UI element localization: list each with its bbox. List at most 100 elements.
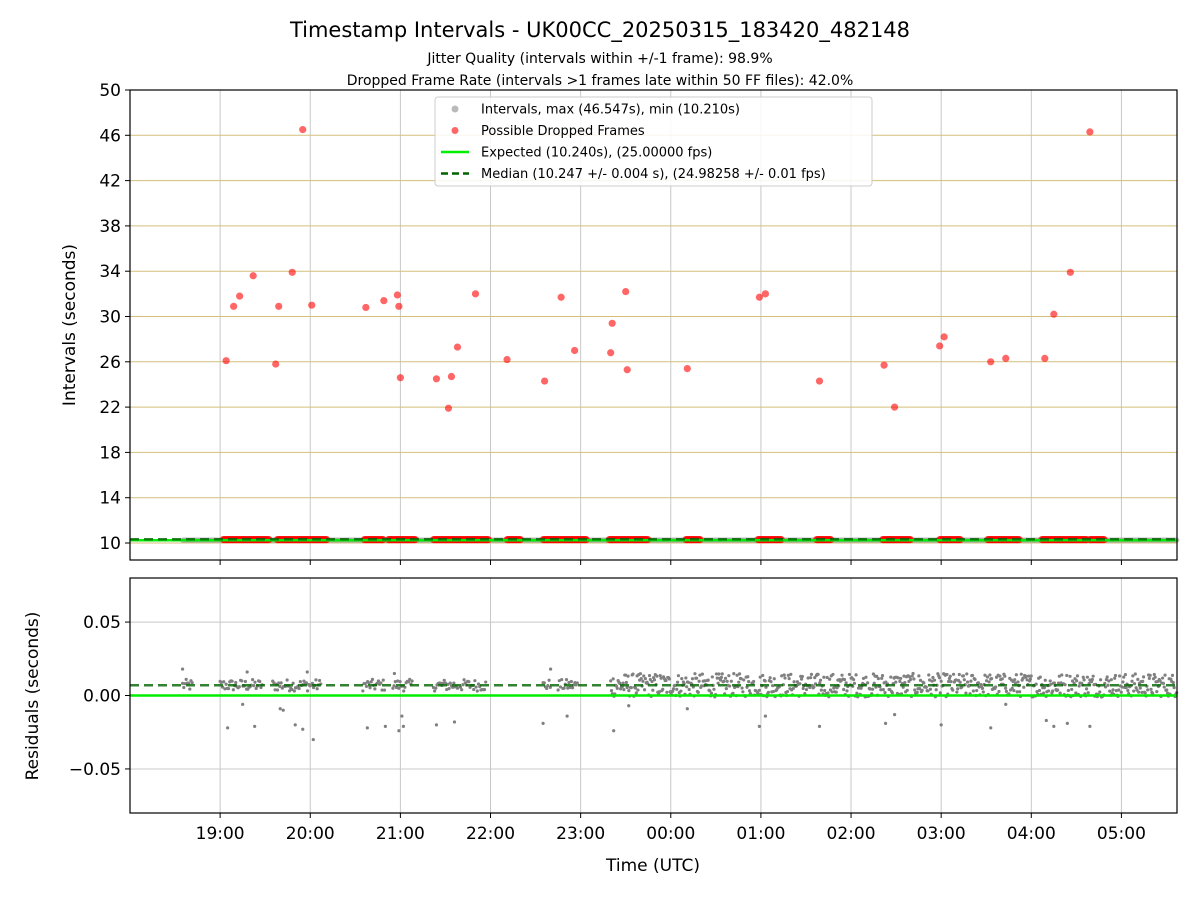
residual-point bbox=[880, 676, 884, 680]
residual-point bbox=[889, 675, 893, 679]
dropped-frame-point bbox=[755, 293, 764, 301]
y-tick-label-top: 18 bbox=[99, 443, 121, 463]
residual-point bbox=[1133, 672, 1137, 676]
residual-point bbox=[1140, 690, 1144, 695]
residual-point bbox=[484, 680, 488, 684]
residual-point bbox=[951, 688, 955, 692]
residual-point bbox=[1132, 682, 1137, 686]
x-tick-label: 20:00 bbox=[286, 824, 335, 844]
residual-point bbox=[808, 685, 812, 690]
residual-point bbox=[476, 682, 481, 686]
residual-point bbox=[913, 688, 917, 692]
y-tick-label-top: 46 bbox=[99, 126, 121, 146]
residual-point bbox=[1012, 688, 1016, 693]
x-tick-label: 03:00 bbox=[917, 824, 966, 844]
residual-point bbox=[1122, 675, 1126, 679]
residual-point bbox=[226, 687, 231, 691]
legend-label: Expected (10.240s), (25.00000 fps) bbox=[481, 146, 712, 161]
residual-point bbox=[939, 679, 943, 683]
residual-point bbox=[1131, 674, 1135, 678]
legend-label: Intervals, max (46.547s), min (10.210s) bbox=[481, 103, 740, 118]
dropped-frame-point bbox=[890, 403, 899, 411]
residual-point bbox=[629, 685, 633, 690]
residual-point bbox=[475, 689, 479, 693]
residual-point bbox=[253, 724, 257, 728]
residual-point bbox=[1147, 676, 1151, 681]
residual-point bbox=[949, 679, 953, 684]
dropped-frame-point bbox=[1086, 128, 1094, 136]
dropped-frame-point bbox=[395, 302, 403, 310]
residual-point bbox=[1044, 718, 1048, 723]
residual-point bbox=[1109, 678, 1113, 682]
residual-point bbox=[1171, 680, 1175, 685]
residual-point bbox=[771, 684, 775, 688]
residual-point bbox=[1141, 675, 1146, 679]
x-tick-label: 00:00 bbox=[646, 824, 695, 844]
residual-point bbox=[627, 704, 631, 708]
residual-point bbox=[892, 712, 897, 717]
residual-point bbox=[1052, 681, 1056, 685]
residual-point bbox=[1004, 689, 1009, 693]
residual-point bbox=[698, 673, 702, 677]
residual-point bbox=[1161, 681, 1166, 685]
dropped-frame-point bbox=[272, 360, 280, 368]
residual-point bbox=[954, 678, 958, 682]
residual-point bbox=[997, 689, 1001, 694]
residual-point bbox=[679, 689, 683, 693]
residual-point bbox=[302, 679, 306, 683]
residual-point bbox=[676, 674, 681, 678]
y-tick-label-top: 14 bbox=[99, 489, 121, 509]
residual-point bbox=[675, 687, 679, 691]
residual-point bbox=[964, 691, 968, 695]
residual-point bbox=[813, 676, 817, 680]
residual-point bbox=[361, 689, 365, 693]
residual-point bbox=[715, 676, 719, 680]
residual-point bbox=[855, 691, 859, 695]
residual-point bbox=[695, 676, 699, 680]
residual-point bbox=[795, 680, 800, 684]
residual-point bbox=[971, 689, 975, 693]
residual-point bbox=[809, 676, 813, 680]
residual-point bbox=[391, 686, 395, 690]
residual-point bbox=[381, 678, 385, 682]
residual-point bbox=[180, 667, 185, 671]
dropped-frame-point bbox=[1050, 310, 1058, 318]
dropped-frame-point bbox=[1041, 354, 1049, 363]
dropped-frame-point bbox=[230, 302, 238, 310]
residual-point bbox=[1148, 673, 1152, 677]
residual-point bbox=[1075, 674, 1080, 678]
residual-point bbox=[624, 680, 628, 685]
residual-point bbox=[903, 680, 907, 685]
residual-point bbox=[452, 720, 457, 724]
residual-point bbox=[1075, 679, 1079, 683]
residual-point bbox=[462, 678, 466, 682]
residual-point bbox=[665, 690, 669, 694]
dropped-frame-point bbox=[288, 268, 296, 276]
residual-point bbox=[742, 678, 746, 682]
residual-point bbox=[1126, 688, 1130, 693]
residual-point bbox=[908, 675, 912, 679]
residual-point bbox=[231, 688, 235, 692]
residual-point bbox=[956, 687, 960, 691]
residual-point bbox=[783, 676, 787, 680]
residual-point bbox=[717, 672, 721, 676]
residual-point bbox=[879, 688, 883, 692]
residual-point bbox=[455, 686, 460, 690]
residual-point bbox=[224, 682, 228, 686]
residual-point bbox=[840, 673, 844, 677]
residual-point bbox=[1046, 689, 1051, 693]
residual-point bbox=[700, 672, 704, 676]
residual-point bbox=[757, 688, 762, 692]
residual-point bbox=[243, 679, 247, 684]
legend-interval-marker bbox=[451, 105, 459, 113]
residual-point bbox=[245, 670, 249, 674]
residual-point bbox=[547, 678, 551, 682]
residual-point bbox=[725, 679, 729, 683]
residual-point bbox=[373, 687, 377, 691]
residual-point bbox=[980, 686, 985, 691]
residual-point bbox=[761, 673, 765, 678]
residual-point bbox=[301, 727, 305, 731]
residual-point bbox=[823, 688, 827, 693]
residual-point bbox=[898, 679, 902, 683]
residual-point bbox=[298, 680, 302, 684]
